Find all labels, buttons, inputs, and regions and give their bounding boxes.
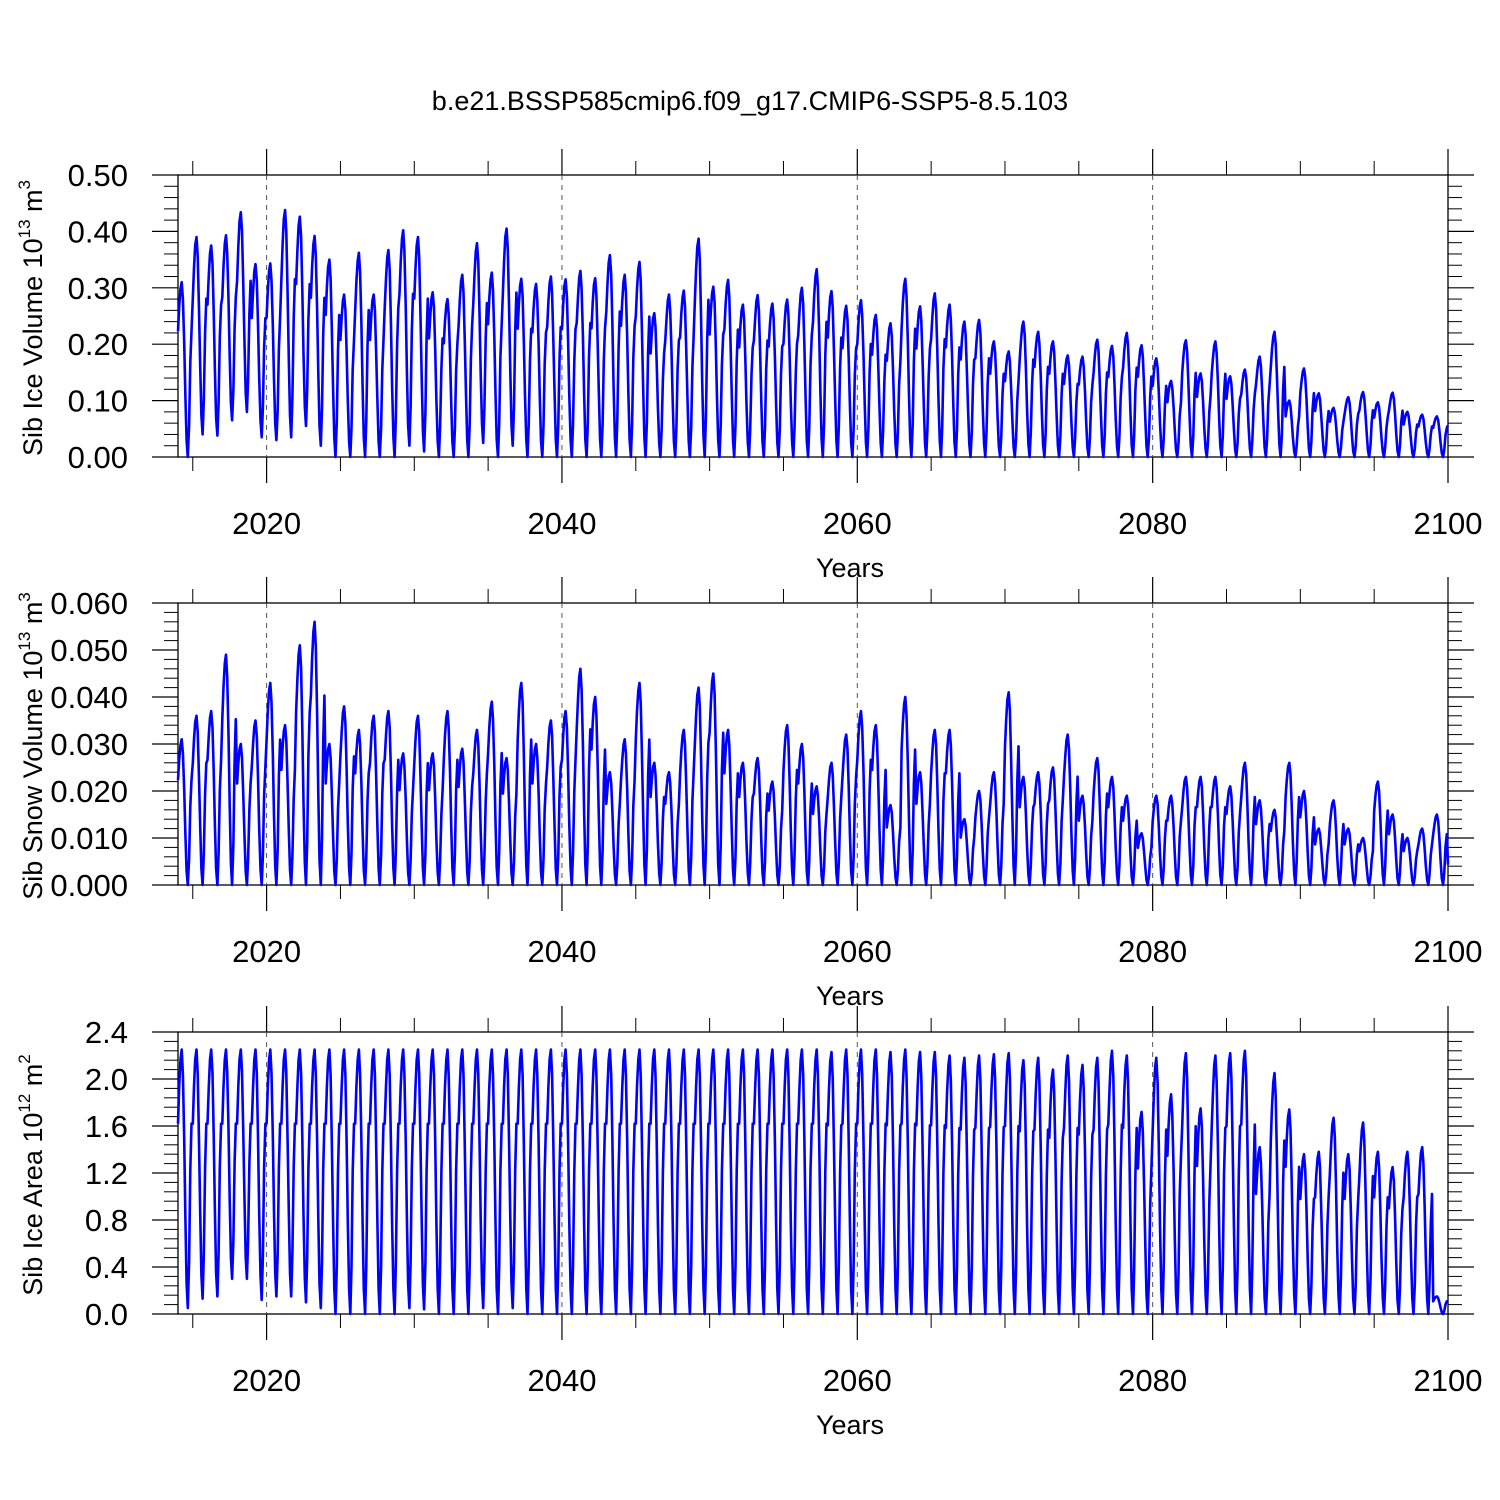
y-tick-label: 1.2 bbox=[85, 1156, 128, 1191]
x-tick-label: 2060 bbox=[823, 934, 892, 969]
x-tick-label: 2080 bbox=[1118, 506, 1187, 541]
y-tick-label: 0.10 bbox=[68, 384, 128, 419]
panel-sib-snow-volume: 0.000 0.010 0.020 0.030 0.040 0.050 0.060 2020 2… bbox=[15, 577, 1482, 1011]
x-tick-label: 2060 bbox=[823, 506, 892, 541]
x-axis-title: Years bbox=[816, 553, 884, 583]
y-tick-label: 2.4 bbox=[85, 1015, 128, 1050]
x-tick-label: 2100 bbox=[1414, 506, 1483, 541]
y-tick-label: 2.0 bbox=[85, 1062, 128, 1097]
y-tick-label: 0.20 bbox=[68, 327, 128, 362]
x-tick-label: 2020 bbox=[232, 934, 301, 969]
plot-frame bbox=[177, 602, 1449, 886]
y-tick-label: 0.000 bbox=[50, 868, 128, 903]
y-tick-label: 1.6 bbox=[85, 1109, 128, 1144]
y-tick-label: 0.020 bbox=[50, 774, 128, 809]
x-tick-label: 2040 bbox=[527, 934, 596, 969]
x-tick-label: 2020 bbox=[232, 506, 301, 541]
x-axis-title: Years bbox=[816, 1410, 884, 1440]
y-tick-label: 0.50 bbox=[68, 158, 128, 193]
y-tick-label: 0.8 bbox=[85, 1203, 128, 1238]
y-axis-title: Sib Snow Volume 1013 m3 bbox=[15, 592, 48, 900]
y-tick-label: 0.050 bbox=[50, 633, 128, 668]
y-tick-label: 0.030 bbox=[50, 727, 128, 762]
y-tick-label: 0.00 bbox=[68, 440, 128, 475]
y-tick-label: 0.060 bbox=[50, 586, 128, 621]
y-tick-label: 0.30 bbox=[68, 271, 128, 306]
x-tick-label: 2060 bbox=[823, 1363, 892, 1398]
series-line bbox=[176, 208, 1450, 459]
series-line bbox=[176, 620, 1450, 887]
y-tick-label: 0.040 bbox=[50, 680, 128, 715]
y-axis-title: Sib Ice Volume 1013 m3 bbox=[15, 180, 48, 456]
x-axis-title: Years bbox=[816, 981, 884, 1011]
x-tick-label: 2040 bbox=[527, 1363, 596, 1398]
y-axis-title: Sib Ice Area 1012 m2 bbox=[15, 1054, 48, 1296]
x-tick-label: 2040 bbox=[527, 506, 596, 541]
y-tick-label: 0.0 bbox=[85, 1297, 128, 1332]
x-tick-label: 2020 bbox=[232, 1363, 301, 1398]
panel-sib-ice-volume: 0.00 0.10 0.20 0.30 0.40 0.50 2020 2040 2060 2080… bbox=[15, 149, 1482, 583]
panel-sib-ice-area: 0.0 0.4 0.8 1.2 1.6 2.0 2.4 2020 2040 2060 2080 210… bbox=[15, 1006, 1482, 1440]
y-tick-label: 0.4 bbox=[85, 1250, 128, 1285]
x-tick-label: 2100 bbox=[1414, 934, 1483, 969]
panels: 0.00 0.10 0.20 0.30 0.40 0.50 2020 2040 2060 2080… bbox=[15, 149, 1482, 1440]
series-line bbox=[176, 1048, 1449, 1316]
y-tick-label: 0.40 bbox=[68, 214, 128, 249]
x-tick-label: 2100 bbox=[1414, 1363, 1483, 1398]
x-tick-label: 2080 bbox=[1118, 1363, 1187, 1398]
figure-title: b.e21.BSSP585cmip6.f09_g17.CMIP6-SSP5-8.… bbox=[432, 86, 1068, 116]
y-tick-label: 0.010 bbox=[50, 821, 128, 856]
x-tick-label: 2080 bbox=[1118, 934, 1187, 969]
